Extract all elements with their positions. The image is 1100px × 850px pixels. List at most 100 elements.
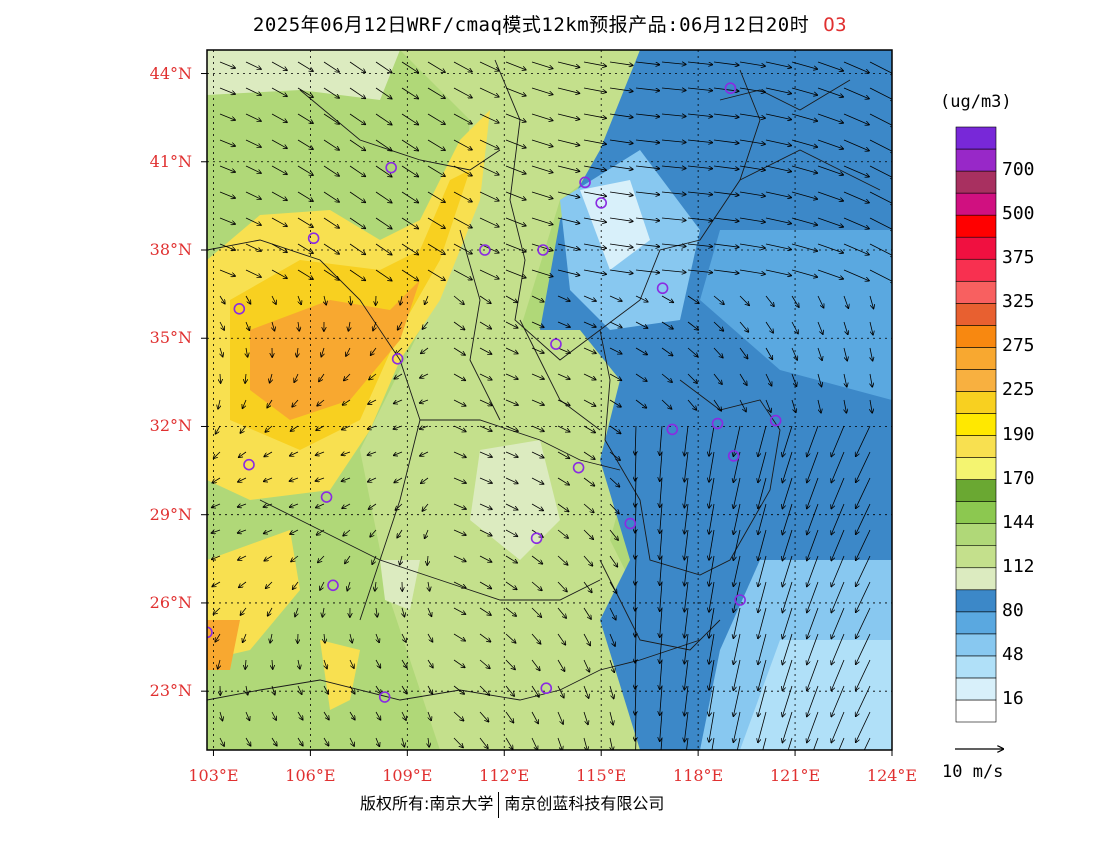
wind-arrow	[843, 87, 869, 99]
wind-arrow	[264, 451, 273, 457]
wind-arrow	[320, 581, 325, 590]
station-marker	[530, 532, 543, 545]
wind-arrow	[733, 659, 741, 690]
wind-arrow	[583, 269, 606, 274]
wind-arrow	[479, 217, 499, 227]
wind-arrow	[791, 139, 817, 147]
wind-arrow	[557, 373, 570, 379]
wind-arrow	[266, 581, 273, 588]
wind-arrow	[453, 581, 466, 588]
wind-arrow	[531, 243, 553, 251]
wind-arrow	[660, 451, 662, 481]
station-marker	[207, 626, 213, 639]
wind-arrow	[297, 243, 313, 253]
wind-arrow	[684, 659, 689, 690]
wind-arrow	[453, 191, 472, 202]
wind-arrow	[453, 321, 465, 330]
wind-arrow	[661, 295, 673, 302]
wind-arrow	[557, 61, 580, 67]
wind-arrow	[609, 139, 633, 143]
wind-arrow	[369, 373, 377, 380]
wind-arrow	[453, 295, 464, 304]
wind-arrow	[557, 659, 565, 671]
wind-arrow	[427, 217, 445, 228]
wind-arrow	[317, 529, 325, 535]
wind-arrow	[765, 347, 772, 359]
wind-arrow	[531, 347, 544, 353]
wind-arrow	[661, 243, 686, 246]
wind-arrow	[479, 191, 499, 201]
wind-arrow	[791, 243, 817, 251]
wind-arrow	[807, 607, 819, 639]
wind-arrow	[782, 555, 793, 587]
wind-arrow	[479, 61, 499, 71]
wind-arrow	[635, 685, 636, 715]
wind-arrow	[635, 633, 636, 663]
wind-arrow	[807, 581, 819, 613]
wind-arrow	[661, 165, 686, 168]
wind-arrow	[531, 61, 553, 69]
wind-arrow	[557, 503, 569, 512]
wind-arrow	[583, 581, 592, 592]
wind-arrow	[635, 503, 636, 533]
wind-arrow	[316, 425, 325, 430]
wind-arrow	[609, 269, 633, 273]
colorbar-segment	[955, 545, 997, 569]
wind-arrow	[317, 399, 325, 406]
wind-arrow	[531, 139, 553, 147]
wind-arrow	[323, 139, 339, 150]
wind-arrow	[687, 217, 712, 221]
wind-arrow	[323, 243, 339, 254]
wind-arrow	[531, 607, 541, 617]
wind-arrow	[318, 555, 325, 563]
wind-arrow	[870, 399, 872, 413]
wind-arrow	[271, 87, 287, 96]
lat-lon-gridlines	[207, 50, 892, 750]
wind-arrow	[212, 477, 221, 483]
station-marker	[550, 338, 562, 350]
wind-arrow	[394, 426, 403, 429]
wind-arrow	[342, 478, 351, 481]
wind-arrow	[271, 61, 287, 70]
wind-arrow	[635, 737, 637, 750]
wind-arrow	[660, 529, 662, 559]
wind-arrow	[758, 659, 767, 690]
wind-arrow	[479, 477, 492, 483]
wind-arrow	[297, 61, 313, 71]
copyright-company: 南京创蓝科技有限公司	[504, 794, 665, 813]
colorbar-segment	[955, 391, 997, 414]
wind-arrow	[245, 165, 261, 173]
wind-arrow	[323, 737, 329, 746]
wind-arrow	[831, 503, 845, 535]
wind-arrow	[687, 321, 698, 330]
wind-arrow	[583, 347, 596, 353]
wind-arrow	[843, 269, 869, 281]
wind-arrow	[687, 269, 712, 273]
wind-arrow	[609, 61, 633, 65]
wind-arrow	[782, 607, 793, 639]
wind-arrow	[817, 87, 843, 97]
wind-arrow	[453, 61, 472, 72]
wind-arrow	[219, 243, 235, 250]
wind-arrow	[583, 139, 606, 144]
wind-arrow	[427, 659, 433, 668]
wind-arrow	[758, 451, 767, 482]
wind-arrow	[264, 477, 273, 481]
wind-arrow	[453, 711, 464, 721]
wind-arrow	[609, 373, 621, 380]
wind-arrow	[807, 529, 819, 561]
ozone-contour-region	[470, 440, 560, 560]
wind-arrow	[609, 503, 619, 514]
wind-arrow	[557, 633, 565, 645]
wind-arrow	[344, 373, 351, 381]
wind-arrow	[324, 633, 325, 643]
wind-arrow	[709, 555, 715, 586]
boundary-line	[207, 239, 421, 621]
wind-arrow	[709, 451, 715, 482]
wind-arrow	[395, 503, 403, 510]
wind-arrow	[479, 347, 492, 354]
wind-arrow	[218, 659, 220, 669]
colorbar-segment	[955, 523, 997, 547]
wind-arrow	[212, 503, 221, 508]
wind-arrow	[817, 295, 824, 308]
